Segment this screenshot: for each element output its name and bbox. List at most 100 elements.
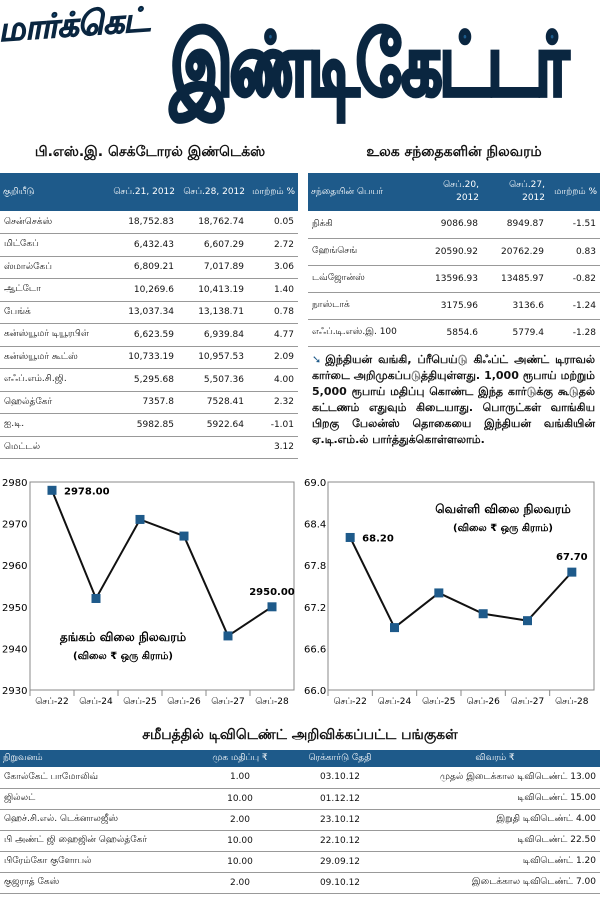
table-cell: பிரேம்கோ குளோபல்: [0, 851, 190, 873]
table-cell: குஜராத் கேஸ்: [0, 872, 190, 894]
table-cell: மிட்கேப்: [0, 233, 108, 257]
table-row: மெட்டல் 3.12: [0, 436, 298, 459]
table-cell: -1.24: [548, 292, 600, 320]
table-cell: 10,269.6: [108, 278, 178, 302]
table-cell: 2.32: [248, 391, 298, 414]
table-cell: கன்ஸ்யூமர் கூட்ஸ்: [0, 346, 108, 369]
world-header-2: செப்.27, 2012: [482, 173, 548, 211]
sector-header-2: செப்.28, 2012: [178, 173, 248, 211]
data-label: 2950.00: [249, 587, 295, 598]
table-row: சென்செக்ஸ் 18,752.83 18,762.74 0.05: [0, 211, 298, 234]
note-text: இந்தியன் வங்கி, ப்ரீபெய்டு கிஃப்ட் அண்ட்…: [312, 353, 595, 446]
table-row: டவ்ஜோன்ஸ் 13596.93 13485.97 -0.82: [308, 265, 600, 293]
table-cell: கன்ஸ்யூமர் டியூரபிள்: [0, 323, 108, 347]
table-row: மிட்கேப் 6,432.43 6,607.29 2.72: [0, 233, 298, 257]
x-tick-label: செப்-22: [35, 697, 68, 707]
x-tick-label: செப்-27: [211, 697, 244, 707]
table-row: எஃப்.எம்.சி.ஜி. 5,295.68 5,507.36 4.00: [0, 368, 298, 392]
sector-title: பி.எஸ்.இ. செக்டோரல் இண்டெக்ஸ்: [34, 144, 266, 160]
table-row: ஸ்மால்கேப் 6,809.21 7,017.89 3.06: [0, 256, 298, 279]
world-header-0: சந்தையின் பெயர்: [308, 173, 420, 211]
table-cell: 2.00: [190, 872, 290, 894]
world-title: உலக சந்தைகளின் நிலவரம்: [366, 144, 542, 160]
table-cell: 01.12.12: [290, 788, 390, 810]
x-tick-label: செப்-28: [255, 697, 289, 707]
series-line: [349, 537, 573, 630]
data-point: [47, 485, 57, 495]
masthead-left-title: மார்க்கெட்: [0, 0, 150, 50]
series-line: [51, 489, 273, 638]
table-row: ஜில்லட் 10.00 01.12.12 டிவிடெண்ட் 15.00: [0, 788, 600, 810]
y-tick-label: 68.4: [304, 520, 326, 531]
table-cell: ஐ.டி.: [0, 413, 108, 437]
y-tick-label: 2950: [2, 603, 27, 614]
table-cell: 6,623.59: [108, 323, 178, 347]
data-label: 68.20: [362, 533, 394, 544]
table-cell: ஜில்லட்: [0, 788, 190, 810]
table-row: ஆட்டோ 10,269.6 10,413.19 1.40: [0, 278, 298, 302]
x-tick-label: செப்-27: [511, 697, 544, 707]
table-cell: 1.40: [248, 278, 298, 302]
table-row: ஹெச்.சி.எல். டெக்னாலஜீஸ் 2.00 23.10.12 இறுத…: [0, 809, 600, 831]
chart-subtitle: (விலை ₹ ஒரு கிராம்): [73, 650, 173, 662]
y-tick-label: 69.0: [304, 478, 326, 489]
y-tick-label: 2970: [2, 520, 27, 531]
table-cell: 2.00: [190, 809, 290, 831]
table-cell: 7,017.89: [178, 256, 248, 279]
table-cell: சென்செக்ஸ்: [0, 211, 108, 234]
data-point: [179, 531, 189, 541]
x-tick-label: செப்-26: [466, 697, 500, 707]
data-point: [478, 609, 488, 619]
table-cell: 3.12: [248, 436, 298, 459]
table-cell: பேங்க்: [0, 301, 108, 324]
dividend-header-2: ரெக்கார்டு தேதி: [290, 750, 390, 767]
sector-header-0: குறியீடு: [0, 173, 108, 211]
table-row: நிக்கி 9086.98 8949.87 -1.51: [308, 211, 600, 239]
table-cell: 20762.29: [482, 238, 548, 266]
table-row: பிரேம்கோ குளோபல் 10.00 29.09.12 டிவிடெண்ட் …: [0, 851, 600, 873]
world-header-row: சந்தையின் பெயர் செப்.20, 2012 செப்.27, 201…: [308, 173, 600, 211]
table-row: குஜராத் கேஸ் 2.00 09.10.12 இடைக்கால டிவிடெண…: [0, 872, 600, 894]
table-cell: 10,957.53: [178, 346, 248, 369]
table-cell: 10,733.19: [108, 346, 178, 369]
table-cell: 3.06: [248, 256, 298, 279]
dividend-header-0: நிறுவனம்: [0, 750, 190, 767]
gold-price-chart: 2930 2940 2950 2960 2970 2980 செப்-22 செப்-24 செ…: [2, 478, 295, 707]
table-cell: 5982.85: [108, 413, 178, 437]
table-row: கன்ஸ்யூமர் கூட்ஸ் 10,733.19 10,957.53 2.09: [0, 346, 298, 369]
data-point: [345, 532, 355, 542]
table-cell: 10.00: [190, 851, 290, 873]
table-cell: 5779.4: [482, 319, 548, 347]
sector-header-1: செப்.21, 2012: [108, 173, 178, 211]
masthead: மார்க்கெட் இண்டிகேட்டர்: [0, 0, 600, 140]
y-tick-label: 67.2: [304, 603, 326, 614]
table-cell: 10.00: [190, 788, 290, 810]
table-cell: ஹேங்செங்: [308, 238, 420, 266]
table-row: ஹேங்செங் 20590.92 20762.29 0.83: [308, 238, 600, 266]
dividend-header-1: முக மதிப்பு ₹: [190, 750, 290, 767]
data-point: [135, 514, 145, 524]
table-cell: 9086.98: [420, 211, 482, 239]
dividend-table: நிறுவனம் முக மதிப்பு ₹ ரெக்கார்டு தேதி விவர…: [0, 750, 600, 894]
table-cell: 7357.8: [108, 391, 178, 414]
data-point: [91, 593, 101, 603]
table-row: ஐ.டி. 5982.85 5922.64 -1.01: [0, 413, 298, 437]
table-cell: எஃப்.டி.எஸ்.இ. 100: [308, 319, 420, 347]
table-cell: 3136.6: [482, 292, 548, 320]
table-cell: மெட்டல்: [0, 436, 108, 459]
table-cell: 6,809.21: [108, 256, 178, 279]
sector-header-row: குறியீடு செப்.21, 2012 செப்.28, 2012 மாற்றம…: [0, 173, 298, 211]
data-point: [567, 567, 577, 577]
table-cell: நாஸ்டாக்: [308, 292, 420, 320]
data-label: 2978.00: [64, 486, 110, 497]
data-point: [390, 623, 399, 633]
table-cell: முதல் இடைக்கால டிவிடெண்ட் 13.00: [390, 767, 600, 789]
table-row: நாஸ்டாக் 3175.96 3136.6 -1.24: [308, 292, 600, 320]
table-cell: ஹெல்த்கேர்: [0, 391, 108, 414]
indian-bank-note: ➘ இந்தியன் வங்கி, ப்ரீபெய்டு கிஃப்ட் அண்ட…: [312, 352, 595, 448]
table-cell: 18,752.83: [108, 211, 178, 234]
table-cell: 20590.92: [420, 238, 482, 266]
table-cell: 8949.87: [482, 211, 548, 239]
table-cell: 10.00: [190, 830, 290, 852]
table-cell: 22.10.12: [290, 830, 390, 852]
